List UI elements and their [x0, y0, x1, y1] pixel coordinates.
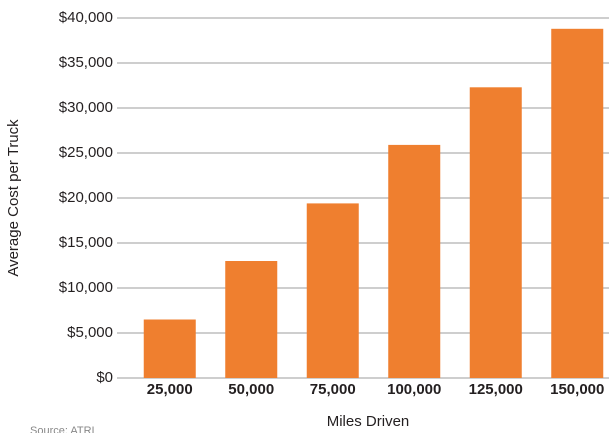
bar	[225, 261, 278, 378]
y-tick-label: $25,000	[59, 144, 113, 161]
y-tick-label: $5,000	[67, 324, 113, 341]
x-tick-label: 25,000	[147, 381, 193, 398]
bar	[143, 319, 196, 378]
y-axis-label: Average Cost per Truck	[5, 119, 22, 277]
y-tick-label: $40,000	[59, 9, 113, 26]
x-tick-label: 75,000	[310, 381, 356, 398]
x-tick-label: 125,000	[469, 381, 523, 398]
y-tick-label: $35,000	[59, 54, 113, 71]
bar	[551, 28, 604, 379]
x-tick-label: 100,000	[387, 381, 441, 398]
x-axis-label: Miles Driven	[327, 413, 410, 430]
bar	[388, 144, 441, 378]
x-tick-label: 150,000	[550, 381, 604, 398]
y-tick-label: $0	[96, 369, 113, 386]
y-tick-label: $30,000	[59, 99, 113, 116]
source: Source: ATRI	[30, 425, 95, 433]
y-tick-label: $15,000	[59, 234, 113, 251]
y-tick-label: $20,000	[59, 189, 113, 206]
y-tick-label: $10,000	[59, 279, 113, 296]
bar	[469, 87, 522, 379]
x-tick-label: 50,000	[228, 381, 274, 398]
bar	[306, 203, 359, 378]
